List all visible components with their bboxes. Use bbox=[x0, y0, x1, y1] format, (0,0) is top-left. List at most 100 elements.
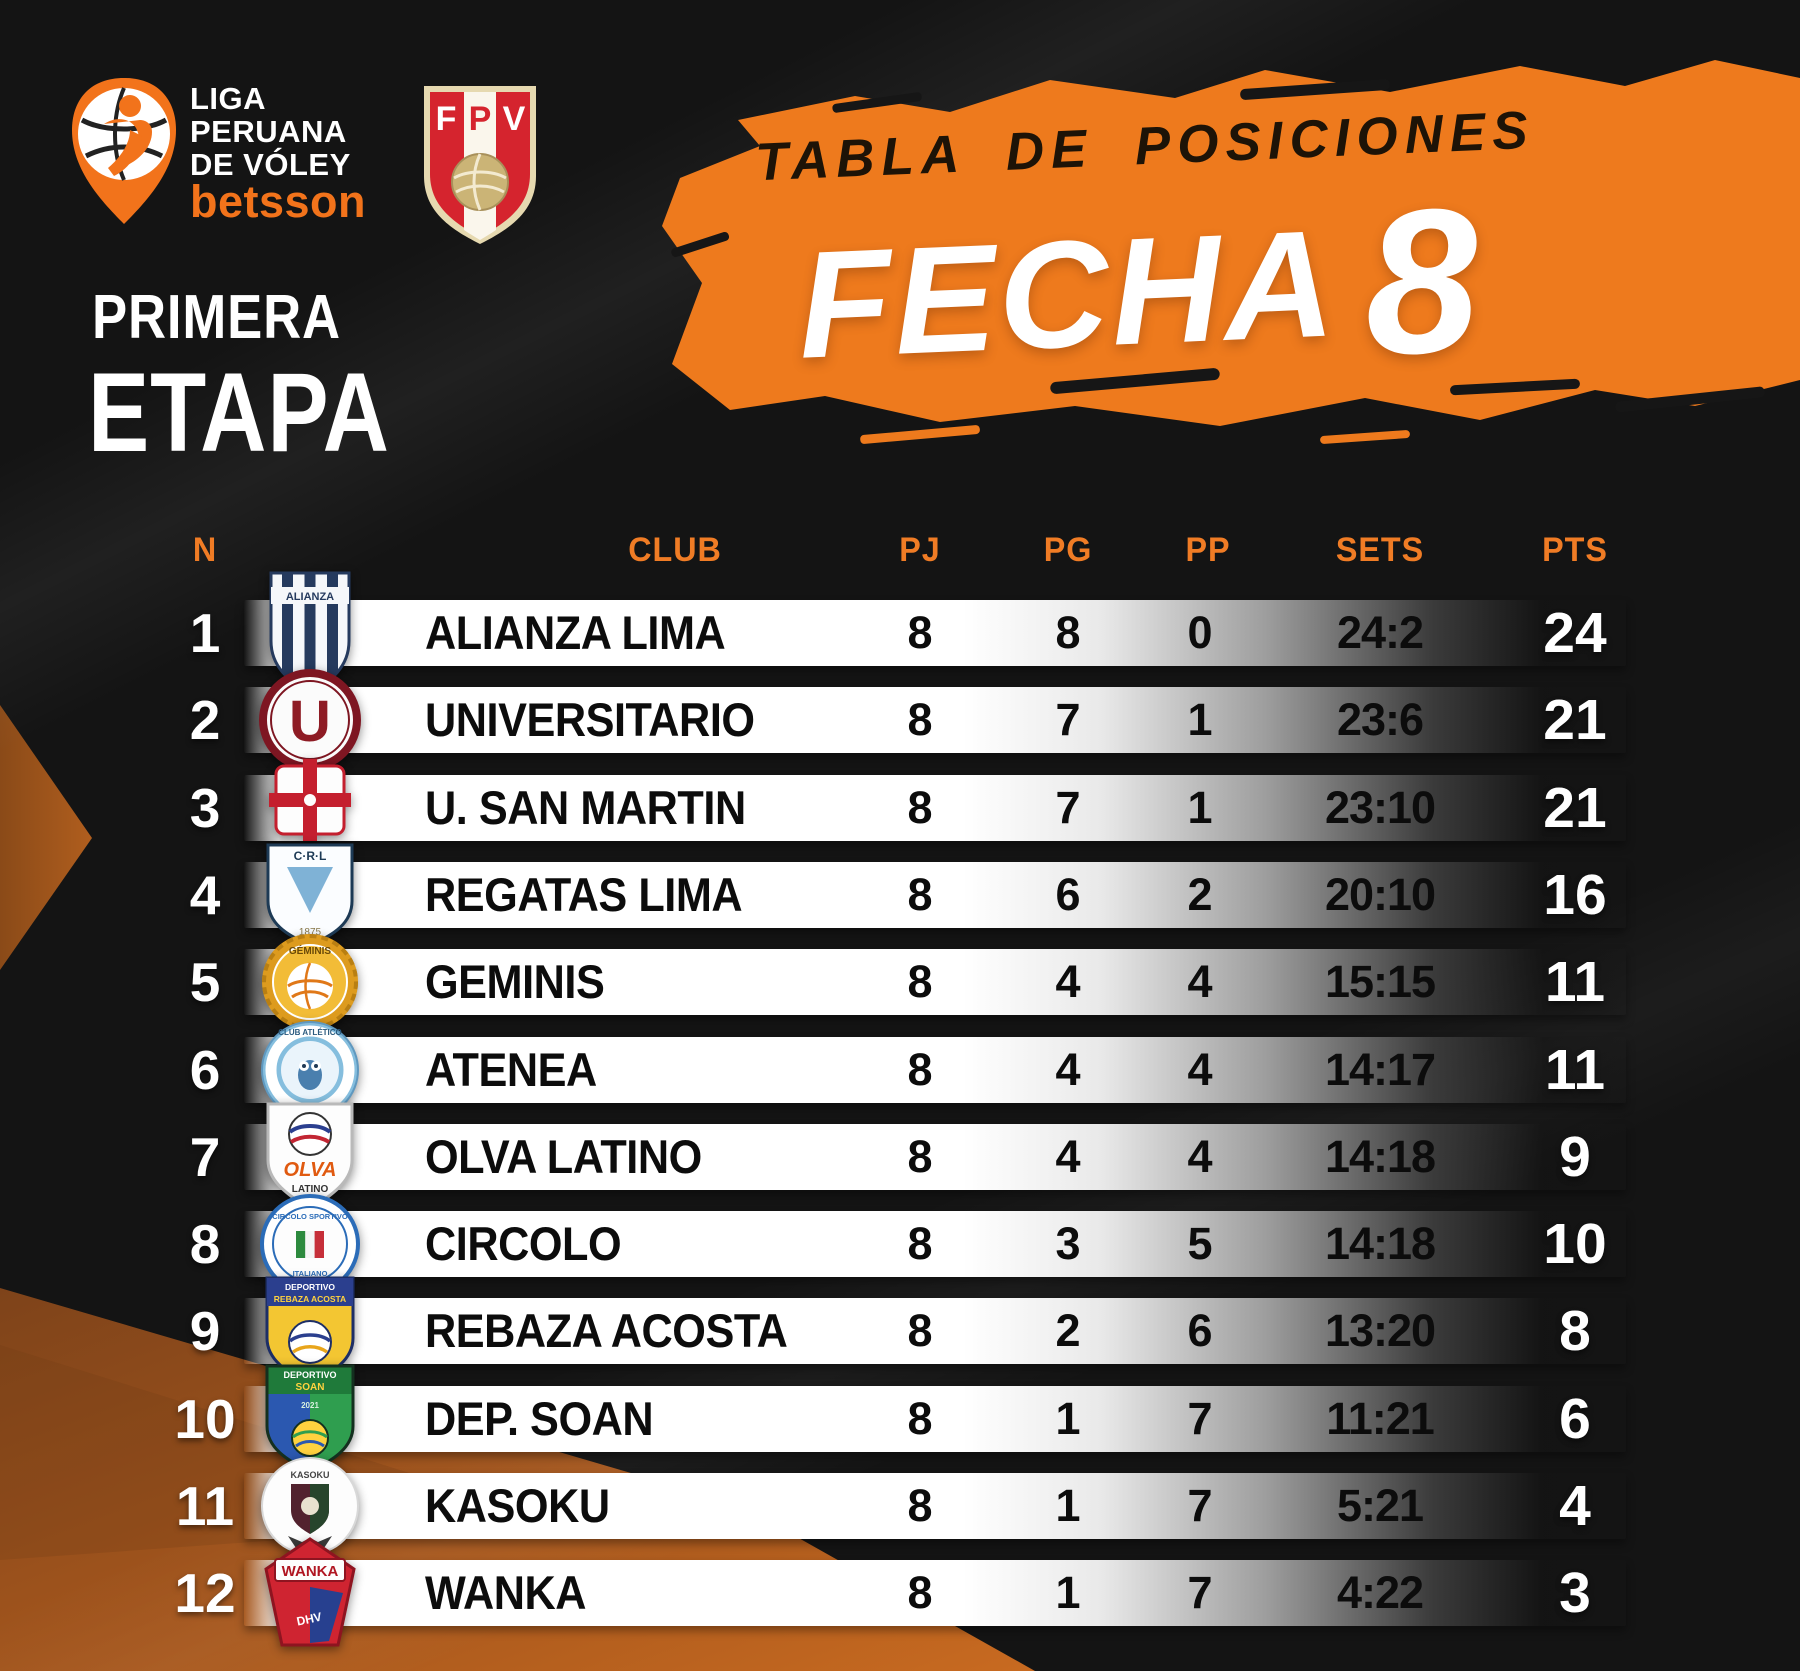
svg-text:LATINO: LATINO bbox=[292, 1184, 329, 1195]
value-pg: 1 bbox=[1055, 1567, 1081, 1618]
liga-peruana-logo-icon bbox=[72, 78, 176, 224]
value-pp: 1 bbox=[1187, 694, 1213, 745]
header-sets: SETS bbox=[1335, 531, 1425, 569]
value-sets: 13:20 bbox=[1324, 1305, 1436, 1356]
svg-text:U: U bbox=[289, 689, 331, 754]
header-n: N bbox=[192, 531, 218, 569]
value-pts: 4 bbox=[1559, 1474, 1591, 1538]
row-position: 3 bbox=[189, 777, 221, 839]
orange-wedge-left bbox=[0, 705, 92, 970]
header-pg: PG bbox=[1043, 531, 1093, 569]
crest-olva-icon: OLVA LATINO bbox=[262, 1098, 358, 1216]
value-pg: 1 bbox=[1055, 1393, 1081, 1444]
svg-text:KASOKU: KASOKU bbox=[290, 1470, 329, 1480]
row-position: 9 bbox=[189, 1300, 221, 1362]
svg-text:DEPORTIVO: DEPORTIVO bbox=[283, 1370, 336, 1380]
value-pg: 6 bbox=[1055, 869, 1081, 920]
row-position: 10 bbox=[174, 1388, 236, 1450]
row-bar bbox=[244, 1386, 1626, 1452]
table-row: 7 OLVA LATINO OLVA LATINO 8 4 4 14:18 9 bbox=[0, 1102, 1800, 1212]
svg-text:1875: 1875 bbox=[299, 927, 322, 938]
value-pts: 8 bbox=[1559, 1299, 1591, 1363]
value-pj: 8 bbox=[907, 956, 933, 1007]
svg-text:CLUB ATLÉTICO: CLUB ATLÉTICO bbox=[278, 1028, 342, 1037]
table-row: 10 DEPORTIVO SOAN 2021 DEP. SOAN 8 1 7 1… bbox=[0, 1364, 1800, 1474]
club-name: REBAZA ACOSTA bbox=[425, 1304, 788, 1357]
liga-word-3: DE VÓLEY bbox=[190, 147, 351, 182]
value-pg: 4 bbox=[1055, 956, 1081, 1007]
row-bar bbox=[244, 1124, 1626, 1190]
svg-text:REBAZA ACOSTA: REBAZA ACOSTA bbox=[274, 1294, 346, 1304]
stage-label-etapa: ETAPA bbox=[88, 350, 390, 475]
crest-regatas-icon: C·R·L 1875 bbox=[262, 839, 358, 951]
svg-text:ITALIANO: ITALIANO bbox=[293, 1269, 328, 1278]
row-position: 1 bbox=[189, 602, 221, 664]
value-sets: 23:10 bbox=[1324, 782, 1436, 833]
club-name: ATENEA bbox=[425, 1043, 597, 1096]
value-pj: 8 bbox=[907, 1305, 933, 1356]
value-pg: 4 bbox=[1055, 1131, 1081, 1182]
svg-text:SOAN: SOAN bbox=[296, 1382, 325, 1393]
value-pts: 10 bbox=[1543, 1212, 1607, 1276]
table-header-row: N CLUB PJ PG PP SETS PTS bbox=[0, 520, 1800, 580]
crest-alianza-icon: ALIANZA bbox=[267, 567, 353, 699]
table-row: 5 GÉMINIS GEMINIS 8 4 4 15:15 11 bbox=[0, 934, 1800, 1030]
value-pj: 8 bbox=[907, 694, 933, 745]
value-sets: 15:15 bbox=[1324, 956, 1436, 1007]
svg-text:CIRCOLO SPORTIVO: CIRCOLO SPORTIVO bbox=[272, 1212, 348, 1221]
value-sets: 20:10 bbox=[1324, 869, 1436, 920]
value-pts: 21 bbox=[1543, 688, 1607, 752]
row-position: 7 bbox=[189, 1126, 221, 1188]
value-pts: 11 bbox=[1544, 1038, 1606, 1102]
value-sets: 11:21 bbox=[1326, 1393, 1435, 1444]
value-pg: 2 bbox=[1055, 1305, 1081, 1356]
value-pg: 4 bbox=[1055, 1044, 1081, 1095]
value-pj: 8 bbox=[907, 1044, 933, 1095]
row-bar bbox=[244, 1037, 1626, 1103]
brush-splat-shape bbox=[662, 60, 1800, 444]
value-pp: 4 bbox=[1187, 1131, 1213, 1182]
value-sets: 14:18 bbox=[1324, 1218, 1436, 1269]
liga-word-1: LIGA bbox=[190, 81, 267, 116]
row-position: 8 bbox=[189, 1213, 221, 1275]
value-pts: 3 bbox=[1559, 1561, 1591, 1625]
crest-wanka-icon: WANKA DHV bbox=[262, 1535, 358, 1651]
club-name: CIRCOLO bbox=[425, 1217, 622, 1270]
value-pj: 8 bbox=[907, 1480, 933, 1531]
row-bar bbox=[244, 600, 1626, 666]
row-bar bbox=[244, 1211, 1626, 1277]
value-pp: 0 bbox=[1187, 607, 1213, 658]
svg-text:OLVA: OLVA bbox=[284, 1159, 337, 1181]
value-pj: 8 bbox=[907, 1393, 933, 1444]
row-bar bbox=[244, 687, 1626, 753]
crest-geminis-icon: GÉMINIS bbox=[258, 930, 362, 1034]
fpv-letter-v: V bbox=[503, 100, 526, 138]
table-row: 3 ★ ★ ★ U. SAN MARTIN 8 7 1 23:10 21 bbox=[0, 759, 1800, 859]
svg-text:GÉMINIS: GÉMINIS bbox=[289, 944, 332, 957]
club-name: GEMINIS bbox=[425, 955, 605, 1008]
value-pts: 9 bbox=[1559, 1125, 1591, 1189]
header-club: CLUB bbox=[628, 531, 722, 569]
value-sets: 14:17 bbox=[1324, 1044, 1436, 1095]
value-pp: 1 bbox=[1187, 782, 1213, 833]
table-row: 12 WANKA DHV WANKA 8 1 7 4:22 3 bbox=[0, 1537, 1800, 1647]
value-pg: 7 bbox=[1055, 694, 1081, 745]
club-name: DEP. SOAN bbox=[425, 1392, 654, 1445]
value-pts: 11 bbox=[1544, 950, 1606, 1014]
crest-rebaza-icon: DEPORTIVO REBAZA ACOSTA bbox=[261, 1272, 359, 1390]
row-position: 5 bbox=[189, 951, 221, 1013]
club-name: WANKA bbox=[425, 1566, 587, 1619]
row-position: 4 bbox=[189, 864, 221, 926]
standings-rows: 1 ALIANZA ALIANZA LIMA 8 8 0 24:2 24 2 U… bbox=[0, 571, 1800, 1647]
liga-word-2: PERUANA bbox=[190, 114, 347, 149]
value-pp: 7 bbox=[1187, 1567, 1213, 1618]
value-pts: 6 bbox=[1559, 1387, 1591, 1451]
header-pp: PP bbox=[1185, 531, 1231, 569]
value-pj: 8 bbox=[907, 1567, 933, 1618]
row-bar bbox=[244, 1298, 1626, 1364]
title-banner: TABLA DE POSICIONES FECHA8 bbox=[620, 28, 1800, 452]
club-name: OLVA LATINO bbox=[425, 1130, 702, 1183]
value-pg: 7 bbox=[1055, 782, 1081, 833]
row-position: 11 bbox=[175, 1475, 235, 1537]
